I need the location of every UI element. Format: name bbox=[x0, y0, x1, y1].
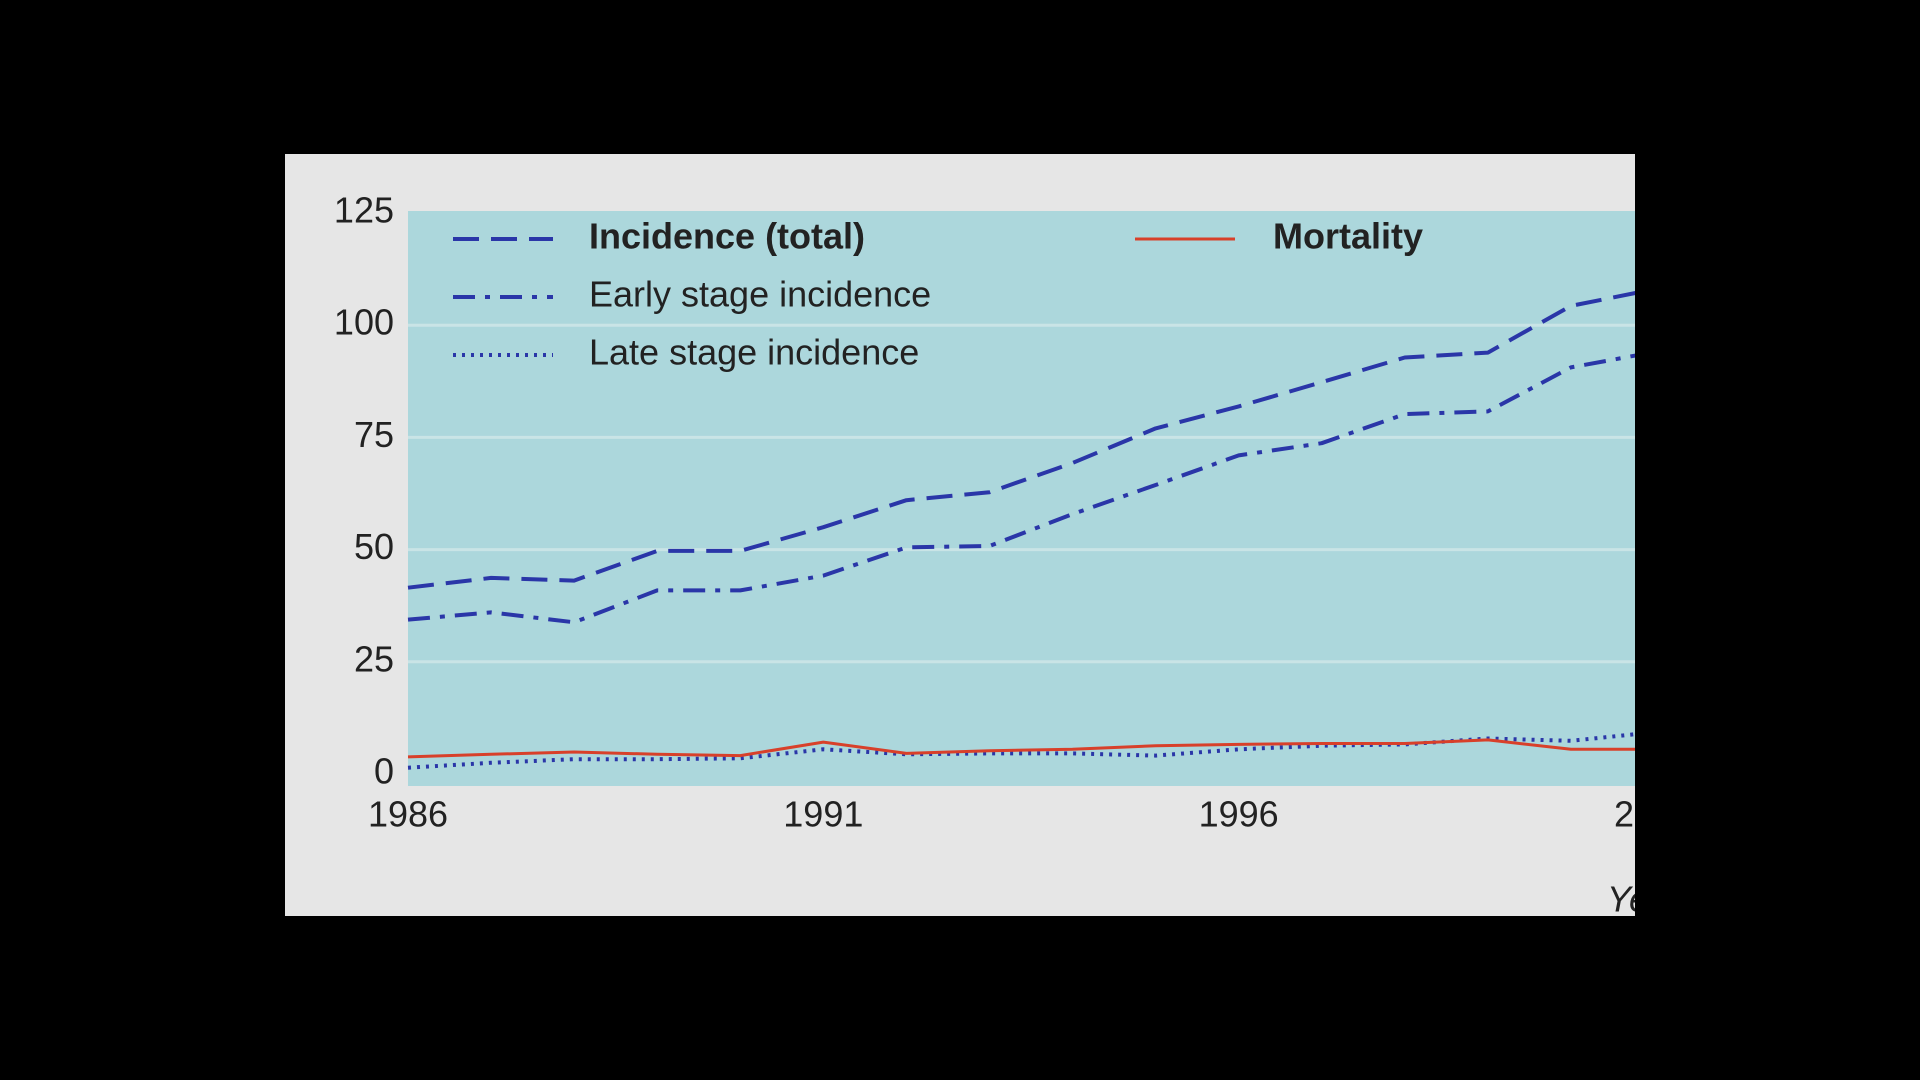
series-line bbox=[407, 291, 1635, 590]
x-axis-label: Year bbox=[1607, 879, 1683, 920]
y-tick-label: 100 bbox=[334, 302, 394, 343]
x-tick-label: 2001 bbox=[1614, 794, 1694, 835]
chart-panel: Year 0 25 50 75 100 125 1986 1991 1996 2001 Incide… bbox=[285, 154, 1694, 920]
y-tick-label: 125 bbox=[334, 190, 394, 231]
x-tick-label: 1986 bbox=[368, 794, 448, 835]
plot-background bbox=[408, 211, 1635, 786]
legend-label: Mortality bbox=[1273, 216, 1423, 257]
y-tick-label: 25 bbox=[354, 638, 394, 679]
legend-label: Late stage incidence bbox=[589, 332, 919, 373]
y-tick-label: 0 bbox=[374, 751, 394, 792]
legend-label: Incidence (total) bbox=[589, 216, 865, 257]
series-line bbox=[407, 732, 1635, 770]
series-line bbox=[407, 738, 1635, 759]
legend-label: Early stage incidence bbox=[589, 274, 931, 315]
y-tick-label: 50 bbox=[354, 526, 394, 567]
y-tick-label: 75 bbox=[354, 414, 394, 455]
x-tick-label: 1991 bbox=[783, 794, 863, 835]
x-tick-label: 1996 bbox=[1199, 794, 1279, 835]
